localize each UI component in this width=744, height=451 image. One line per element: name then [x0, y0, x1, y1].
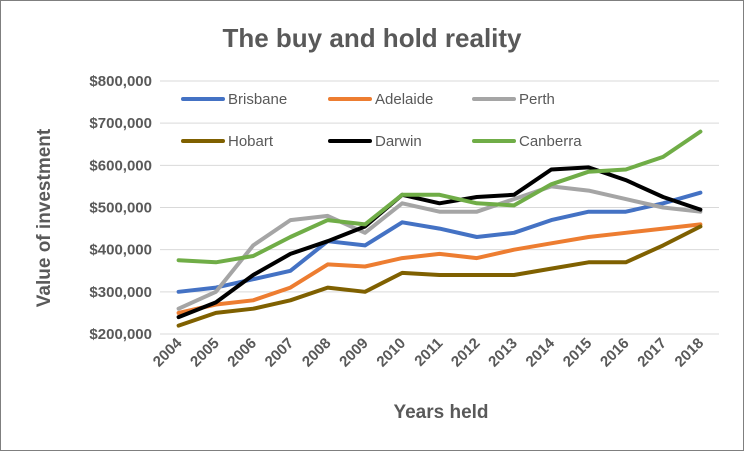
- x-tick-label: 2004: [150, 334, 186, 370]
- x-tick-label: 2011: [411, 335, 446, 370]
- y-tick-label: $400,000: [89, 242, 152, 259]
- y-tick-label: $600,000: [89, 157, 152, 174]
- x-tick-label: 2018: [672, 335, 708, 371]
- y-axis-title: Value of investment: [34, 128, 55, 307]
- legend-label: Darwin: [375, 133, 422, 150]
- series-lines: [176, 129, 703, 328]
- x-tick-label: 2015: [560, 335, 596, 371]
- y-tick-label: $200,000: [89, 326, 152, 343]
- x-tick-label: 2005: [187, 335, 223, 371]
- series-line-adelaide: [176, 222, 703, 315]
- legend-label: Perth: [519, 91, 555, 108]
- x-tick-label: 2013: [485, 335, 521, 371]
- x-tick-label: 2016: [597, 335, 633, 371]
- x-tick-label: 2009: [336, 335, 372, 371]
- legend: Brisbane Adelaide Perth Hobart Darwin Canberr…: [181, 91, 582, 150]
- legend-label: Brisbane: [228, 91, 287, 108]
- x-tick-label: 2008: [299, 335, 335, 371]
- series-line-darwin: [176, 165, 703, 320]
- legend-label: Adelaide: [375, 91, 433, 108]
- x-tick-label: 2014: [523, 334, 559, 370]
- x-axis-title: Years held: [393, 402, 488, 423]
- y-tick-label: $800,000: [89, 73, 152, 90]
- series-line-hobart: [176, 224, 703, 328]
- series-line-perth: [176, 184, 703, 311]
- x-tick-label: 2007: [262, 335, 298, 371]
- x-tick-label: 2017: [634, 335, 670, 371]
- legend-label: Canberra: [519, 133, 582, 150]
- y-axis-ticks: $200,000 $300,000 $400,000 $500,000 $600,000…: [89, 73, 152, 343]
- chart-title: The buy and hold reality: [222, 23, 522, 53]
- x-tick-label: 2012: [448, 335, 484, 371]
- series-line-brisbane: [176, 190, 703, 294]
- gridlines: [160, 80, 719, 335]
- x-axis-ticks: 2004 2005 2006 2007 2008 2009 2010 2011 2012 2013…: [150, 334, 707, 370]
- y-tick-label: $500,000: [89, 200, 152, 217]
- legend-label: Hobart: [228, 133, 274, 150]
- x-tick-label: 2006: [224, 335, 260, 371]
- x-tick-label: 2010: [373, 335, 409, 371]
- series-line-canberra: [176, 129, 703, 265]
- y-tick-label: $300,000: [89, 284, 152, 301]
- y-tick-label: $700,000: [89, 115, 152, 132]
